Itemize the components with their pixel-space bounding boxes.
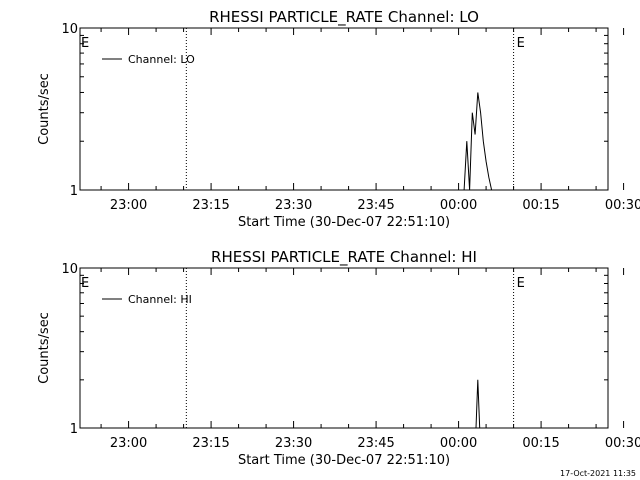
x-tick-label: 23:45 — [357, 436, 394, 451]
x-tick-label: 23:30 — [275, 436, 312, 451]
y-axis-label: Counts/sec — [37, 73, 52, 145]
plot-frame — [79, 267, 609, 429]
edge-marker-label: E — [81, 36, 89, 51]
y-tick-label: 10 — [61, 262, 78, 277]
chart-panel-2: RHESSI PARTICLE_RATE Channel: HI 1 10 Count… — [37, 248, 640, 468]
x-tick-label: 23:15 — [192, 198, 229, 213]
render-timestamp: 17-Oct-2021 11:35 — [560, 469, 636, 478]
x-tick-label: 00:00 — [440, 198, 477, 213]
legend-entry: Channel: HI — [128, 293, 192, 306]
x-tick-label: 23:00 — [110, 198, 147, 213]
chart-panel-1: RHESSI PARTICLE_RATE Channel: LO 1 10 Count… — [37, 8, 640, 230]
x-tick-label: 00:00 — [440, 436, 477, 451]
x-tick-label: 00:15 — [522, 436, 559, 451]
event-marker-label: E — [517, 276, 525, 291]
event-marker-label: E — [517, 36, 525, 51]
x-tick-label: 00:30 — [605, 198, 640, 213]
y-tick-label: 1 — [70, 184, 78, 199]
x-axis-label: Start Time (30-Dec-07 22:51:10) — [238, 453, 450, 468]
x-tick-label: 23:45 — [357, 198, 394, 213]
x-tick-label: 23:00 — [110, 436, 147, 451]
edge-marker-label: E — [81, 276, 89, 291]
series-line — [475, 379, 481, 429]
x-tick-label: 23:15 — [192, 436, 229, 451]
x-axis-label: Start Time (30-Dec-07 22:51:10) — [238, 215, 450, 230]
y-tick-label: 1 — [70, 422, 78, 437]
legend-entry: Channel: LO — [128, 53, 195, 66]
x-tick-label: 00:15 — [522, 198, 559, 213]
x-tick-label: 23:30 — [275, 198, 312, 213]
series-line — [463, 92, 493, 191]
chart-title: RHESSI PARTICLE_RATE Channel: HI — [211, 248, 477, 267]
chart-title: RHESSI PARTICLE_RATE Channel: LO — [209, 8, 479, 27]
y-tick-label: 10 — [61, 22, 78, 37]
y-axis-label: Counts/sec — [37, 312, 52, 384]
x-tick-label: 00:30 — [605, 436, 640, 451]
